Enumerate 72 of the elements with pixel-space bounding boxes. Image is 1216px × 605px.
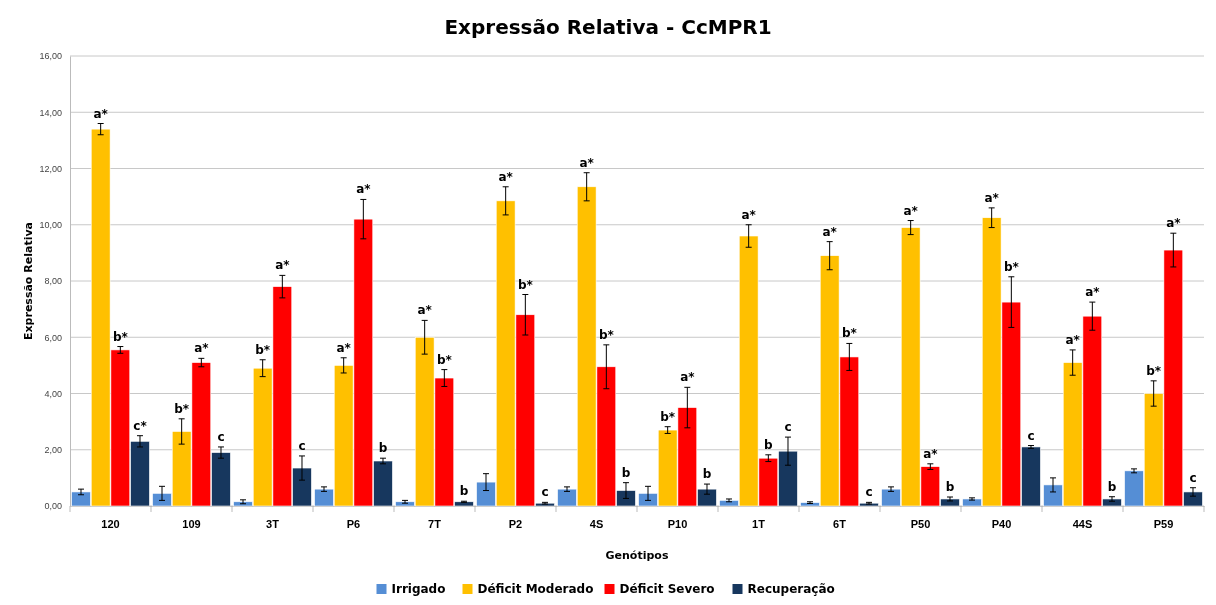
data-label: b*: [1146, 363, 1162, 378]
data-label: b*: [436, 352, 453, 367]
x-tick-label: 4S: [589, 517, 604, 530]
data-label: c: [784, 420, 792, 435]
x-tick-label: 44S: [1072, 517, 1093, 530]
data-label: a*: [903, 203, 919, 218]
y-tick-label: 6,00: [44, 332, 62, 343]
data-label: a*: [579, 155, 595, 170]
data-label: b: [459, 484, 469, 499]
x-tick-label: 3T: [266, 517, 280, 530]
data-label: b*: [174, 401, 190, 416]
data-label: a*: [1085, 285, 1101, 300]
y-tick-label: 10,00: [39, 220, 62, 231]
x-tick-label: 1T: [752, 517, 766, 530]
data-label: a*: [93, 106, 109, 121]
data-label: a*: [1065, 332, 1081, 347]
data-label: c*: [133, 418, 148, 433]
data-label: a*: [498, 169, 514, 184]
x-tick-label: P6: [346, 517, 361, 530]
y-tick-label: 14,00: [39, 107, 62, 118]
x-tick-label: P59: [1153, 517, 1174, 530]
legend-label: Recuperação: [747, 582, 835, 596]
data-label: b: [945, 480, 955, 494]
data-label: a*: [275, 258, 291, 273]
data-label: b*: [112, 329, 129, 344]
y-tick-label: 8,00: [44, 276, 62, 287]
x-tick-label: 7T: [428, 517, 442, 530]
data-label: a*: [417, 303, 433, 318]
data-label: a*: [984, 190, 1000, 205]
legend-label: Déficit Severo: [619, 582, 715, 596]
data-label: a*: [336, 340, 352, 355]
data-label: a*: [1166, 216, 1182, 231]
y-tick-label: 0,00: [44, 501, 62, 512]
x-tick-label: 120: [101, 517, 120, 530]
data-label: b: [764, 437, 774, 452]
data-label: a*: [194, 341, 210, 356]
y-tick-label: 16,00: [39, 51, 62, 62]
data-label: b*: [598, 327, 615, 342]
x-tick-label: P50: [910, 517, 931, 530]
data-label: b: [702, 467, 712, 482]
data-label: c: [298, 438, 306, 453]
data-label: a*: [741, 207, 757, 222]
y-tick-label: 12,00: [39, 163, 62, 174]
data-label: c: [1027, 428, 1035, 443]
chart-title: Expressão Relativa - CcMPR1: [444, 15, 772, 39]
legend-label: Irrigado: [391, 582, 446, 596]
x-tick-label: 6T: [833, 517, 847, 530]
x-axis-title: Genótipos: [605, 549, 669, 562]
data-label: b*: [841, 326, 858, 341]
data-label: a*: [356, 182, 372, 197]
y-tick-label: 4,00: [44, 388, 62, 399]
data-label: c: [217, 429, 225, 444]
data-label: b: [1107, 479, 1117, 494]
data-label: c: [1189, 470, 1197, 485]
data-label: a*: [822, 224, 838, 239]
data-label: b*: [1003, 259, 1020, 274]
data-label: b: [621, 465, 631, 480]
data-label: b*: [255, 342, 271, 357]
data-label: a*: [680, 370, 696, 385]
x-tick-label: P10: [667, 517, 688, 530]
x-tick-label: 109: [182, 517, 201, 530]
x-tick-label: P40: [991, 517, 1012, 530]
data-label: b*: [517, 277, 534, 292]
data-label: b: [378, 441, 388, 456]
y-tick-label: 2,00: [44, 445, 62, 456]
y-axis-title: Expressão Relativa: [22, 221, 35, 341]
legend-label: Déficit Moderado: [477, 582, 594, 596]
data-label: c: [865, 485, 873, 500]
data-label: c: [541, 485, 549, 500]
data-label: a*: [923, 446, 939, 461]
data-label: b*: [660, 409, 676, 424]
x-tick-label: P2: [508, 517, 523, 530]
